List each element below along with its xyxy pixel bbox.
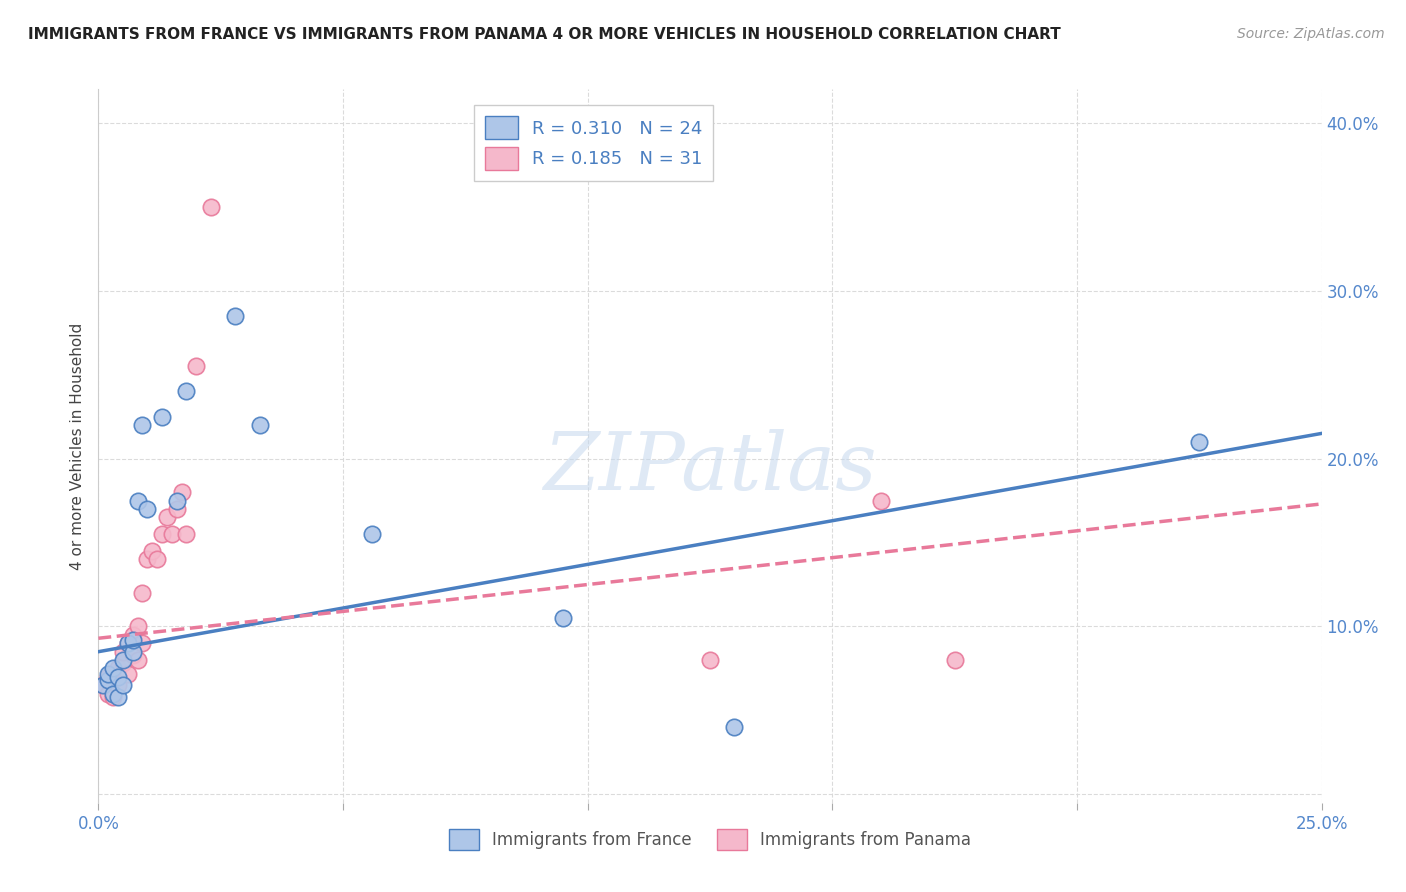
Point [156, 510, 179, 524]
Point [249, 417, 271, 432]
Y-axis label: 4 or more Vehicles in Household: 4 or more Vehicles in Household [69, 322, 84, 570]
Point [176, 384, 198, 399]
Point [91, 678, 114, 692]
Point [117, 666, 139, 681]
Point [224, 309, 246, 323]
Point [121, 645, 143, 659]
Point [170, 485, 193, 500]
Point [127, 653, 149, 667]
Point [127, 493, 149, 508]
Point [111, 678, 134, 692]
Point [101, 690, 124, 704]
Point [117, 636, 139, 650]
Legend: Immigrants from France, Immigrants from Panama: Immigrants from France, Immigrants from … [440, 821, 980, 859]
Point [160, 527, 183, 541]
Point [111, 657, 134, 671]
Point [361, 527, 384, 541]
Point [127, 619, 149, 633]
Point [97, 666, 120, 681]
Point [136, 552, 159, 566]
Point [553, 611, 575, 625]
Point [150, 527, 173, 541]
Text: Source: ZipAtlas.com: Source: ZipAtlas.com [1237, 27, 1385, 41]
Point [1188, 434, 1211, 449]
Point [131, 586, 153, 600]
Point [141, 544, 163, 558]
Point [166, 502, 188, 516]
Point [111, 653, 134, 667]
Text: IMMIGRANTS FROM FRANCE VS IMMIGRANTS FROM PANAMA 4 OR MORE VEHICLES IN HOUSEHOLD: IMMIGRANTS FROM FRANCE VS IMMIGRANTS FRO… [28, 27, 1062, 42]
Point [943, 653, 966, 667]
Point [117, 636, 139, 650]
Point [97, 687, 120, 701]
Point [107, 678, 129, 692]
Point [166, 493, 188, 508]
Point [121, 648, 143, 662]
Point [101, 661, 124, 675]
Point [121, 628, 143, 642]
Point [111, 645, 134, 659]
Point [723, 720, 745, 734]
Point [97, 673, 120, 688]
Point [97, 670, 120, 684]
Point [146, 552, 169, 566]
Point [200, 200, 222, 214]
Point [870, 493, 893, 508]
Point [699, 653, 721, 667]
Point [107, 661, 129, 675]
Point [91, 678, 114, 692]
Point [131, 636, 153, 650]
Text: ZIPatlas: ZIPatlas [543, 429, 877, 506]
Point [131, 417, 153, 432]
Point [186, 359, 208, 374]
Point [101, 666, 124, 681]
Point [121, 632, 143, 647]
Point [107, 670, 129, 684]
Point [101, 687, 124, 701]
Point [136, 502, 159, 516]
Point [107, 690, 129, 704]
Point [176, 527, 198, 541]
Point [150, 409, 173, 424]
